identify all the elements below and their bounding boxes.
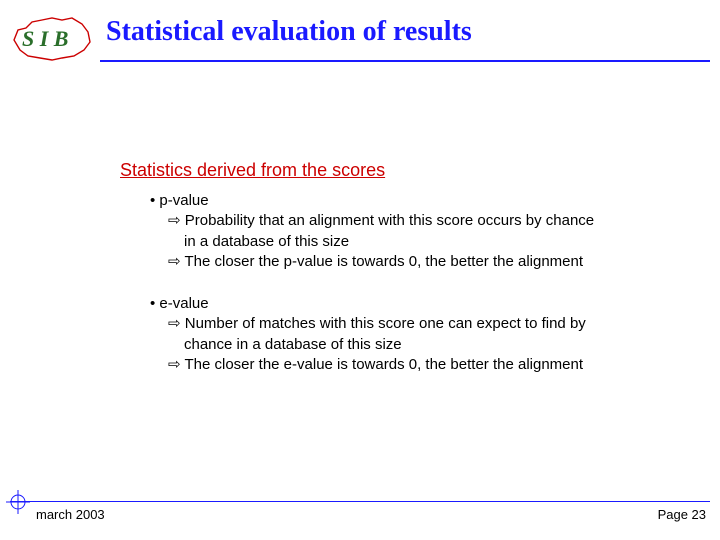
title-divider [100,60,710,62]
slide-title: Statistical evaluation of results [96,10,472,48]
footer-divider [10,501,710,502]
item-name: e-value [150,294,680,314]
svg-text:S I B: S I B [22,26,68,51]
item-pvalue: p-value Probability that an alignment wi… [150,191,680,272]
item-evalue: e-value Number of matches with this scor… [150,294,680,375]
item-arrow: Probability that an alignment with this … [168,211,680,231]
slide-body: Statistics derived from the scores p-val… [120,160,680,397]
slide-header: S I B Statistical evaluation of results [0,0,720,68]
item-arrow: The closer the e-value is towards 0, the… [168,355,680,375]
section-heading: Statistics derived from the scores [120,160,680,181]
item-arrow-cont: in a database of this size [184,232,680,252]
sib-logo: S I B [8,10,96,68]
crosshair-icon [6,490,30,514]
item-name: p-value [150,191,680,211]
item-arrow: The closer the p-value is towards 0, the… [168,252,680,272]
item-arrow: Number of matches with this score one ca… [168,314,680,334]
footer-page: Page 23 [658,507,706,522]
footer-date: march 2003 [36,507,105,522]
item-arrow-cont: chance in a database of this size [184,335,680,355]
